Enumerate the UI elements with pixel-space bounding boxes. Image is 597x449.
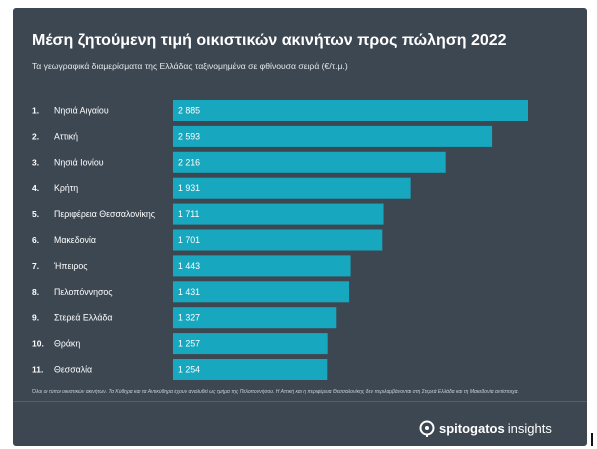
category-label: Ήπειρος	[53, 261, 87, 271]
bar-chart: 1. Νησιά Αιγαίου 2 885 2. Αττική 2 593 3. Νησιά…	[32, 100, 528, 380]
rank-label: 4.	[32, 183, 39, 193]
pin-icon	[419, 420, 435, 437]
edge-mark	[591, 433, 593, 446]
value-label: 1 257	[178, 339, 200, 349]
value-label: 1 711	[178, 209, 199, 219]
category-label: Στερεά Ελλάδα	[54, 313, 112, 323]
value-label: 1 443	[178, 261, 200, 271]
rank-label: 3.	[32, 157, 39, 167]
rank-label: 7.	[32, 261, 39, 271]
bar	[173, 125, 493, 147]
category-label: Μακεδονία	[54, 235, 96, 245]
rank-label: 10.	[32, 339, 44, 349]
chart-card: Μέση ζητούμενη τιμή οικιστικών ακινήτων …	[13, 8, 587, 446]
value-label: 1 327	[178, 313, 200, 323]
value-label: 1 254	[178, 365, 200, 375]
value-label: 2 216	[178, 157, 200, 167]
brand-name: spitogatos	[439, 420, 505, 436]
bar	[173, 281, 350, 303]
rank-label: 8.	[32, 287, 39, 297]
category-label: Νησιά Ιονίου	[54, 157, 104, 167]
category-label: Θράκη	[54, 339, 80, 349]
rank-label: 5.	[32, 209, 39, 219]
footer-divider	[13, 401, 587, 402]
chart-title: Μέση ζητούμενη τιμή οικιστικών ακινήτων …	[32, 32, 507, 49]
category-label: Αττική	[54, 131, 78, 141]
bar	[173, 307, 337, 329]
brand-suffix: insights	[507, 420, 552, 436]
bar	[173, 100, 528, 121]
value-label: 2 885	[178, 106, 200, 116]
bar	[173, 203, 384, 225]
bar	[173, 333, 328, 355]
category-label: Θεσσαλία	[54, 365, 92, 375]
bar	[173, 229, 383, 251]
value-label: 1 431	[178, 287, 200, 297]
rank-label: 9.	[32, 313, 39, 323]
chart-subtitle: Τα γεωγραφικά διαμερίσματα της Ελλάδας τ…	[32, 61, 348, 71]
value-label: 2 593	[178, 131, 200, 141]
category-label: Νησιά Αιγαίου	[54, 106, 109, 116]
rank-label: 6.	[32, 235, 39, 245]
bar	[173, 177, 411, 199]
bar	[173, 255, 351, 277]
rank-label: 1.	[32, 106, 39, 116]
brand-logo: spitogatos insights	[418, 418, 552, 438]
rank-label: 2.	[32, 131, 39, 141]
value-label: 1 931	[178, 183, 200, 193]
category-label: Κρήτη	[54, 183, 78, 193]
rank-label: 11.	[32, 365, 43, 375]
category-label: Πελοπόννησος	[54, 287, 113, 297]
value-label: 1 701	[178, 235, 200, 245]
chart-footnote: Όλοι οι τύποι οικιστικών ακινήτων. Τα Κύ…	[32, 389, 519, 395]
bar	[173, 151, 446, 173]
category-label: Περιφέρεια Θεσσαλονίκης	[54, 209, 155, 219]
bar	[173, 359, 328, 380]
